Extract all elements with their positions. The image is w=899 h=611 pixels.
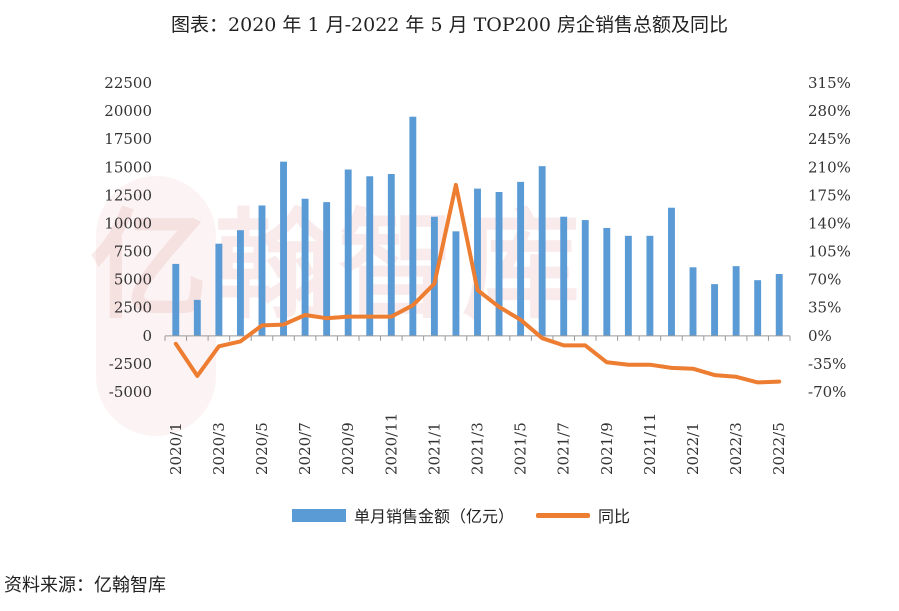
legend-line-swatch [536,512,591,518]
bar [366,176,374,336]
x-tick-label: 2020/1 [167,422,185,475]
x-tick-label: 2021/7 [555,422,573,475]
left-tick-label: 10000 [104,214,152,232]
left-axis-ticks: 22500 20000 17500 15000 12500 10000 7500 5000 25… [104,74,152,401]
x-tick-label: 2022/5 [770,422,788,475]
x-tick-label: 2021/1 [425,422,443,475]
x-tick-label: 2021/3 [469,422,487,475]
left-tick-label: 2500 [114,299,152,317]
left-tick-label: 22500 [104,74,152,92]
right-tick-label: 210% [808,158,851,176]
bar [193,299,201,336]
x-tick-label: 2020/7 [296,422,314,475]
bar [495,191,503,336]
right-tick-label: 315% [808,74,851,92]
right-tick-label: 280% [808,102,851,120]
left-tick-label: 12500 [104,186,152,204]
bar [775,274,783,336]
x-tick-label: 2020/5 [253,422,271,475]
right-tick-label: -70% [808,383,846,401]
x-axis-ticks [164,335,791,341]
x-tick-label: 2020/3 [210,422,228,475]
right-tick-label: 35% [808,299,841,317]
legend-bar-label: 单月销售金额（亿元） [354,507,515,526]
bar [646,235,654,336]
bar [452,231,460,336]
bar [732,266,740,336]
bar [581,220,589,336]
right-axis-ticks: 315% 280% 245% 210% 175% 140% 105% 70% 35% 0% -35%… [808,74,851,401]
bar [280,161,287,336]
right-tick-label: 70% [808,271,841,289]
right-tick-label: 0% [808,327,832,345]
source-note: 资料来源：亿翰智库 [4,575,166,596]
left-tick-label: -2500 [109,355,152,373]
bar [754,280,762,336]
left-tick-label: 17500 [104,130,152,148]
bar [387,174,395,336]
bar [538,166,546,336]
bar [603,227,611,336]
bar [668,207,675,336]
bar [624,235,632,336]
right-tick-label: 140% [808,214,851,232]
bar [517,181,525,336]
yoy-line [173,182,782,385]
x-tick-label: 2022/1 [684,422,702,475]
bar [474,188,481,336]
legend: 单月销售金额（亿元） 同比 [292,503,630,527]
bar [689,267,697,336]
x-tick-label: 2020/11 [382,413,400,475]
bar [711,284,719,336]
left-tick-label: -5000 [109,383,152,401]
legend-line-label: 同比 [598,507,631,526]
bar [560,216,568,336]
right-tick-label: -35% [808,355,846,373]
left-tick-label: 0 [142,327,152,345]
x-tick-label: 2021/9 [598,422,616,475]
left-tick-label: 15000 [104,158,152,176]
bar [236,230,244,336]
bar [172,263,180,336]
bar [344,169,352,336]
x-axis-labels: 2020/1 2020/3 2020/5 2020/7 2020/9 2020/11 202… [167,413,788,475]
left-tick-label: 5000 [114,271,152,289]
x-tick-label: 2021/5 [512,422,530,475]
left-tick-label: 20000 [104,102,152,120]
bar [258,205,266,336]
right-tick-label: 175% [808,186,851,204]
chart-title: 图表：2020 年 1 月-2022 年 5 月 TOP200 房企销售总额及同… [171,14,728,36]
x-tick-label: 2022/3 [727,422,745,475]
left-tick-label: 7500 [114,243,152,261]
legend-bar-swatch [292,508,346,522]
right-tick-label: 105% [808,243,851,261]
bar [301,198,309,336]
x-tick-label: 2020/9 [339,422,357,475]
right-tick-label: 245% [808,130,851,148]
bar [409,116,417,336]
x-tick-label: 2021/11 [641,413,659,475]
bar [323,202,331,336]
bar-series [172,116,783,336]
bar [215,243,223,336]
